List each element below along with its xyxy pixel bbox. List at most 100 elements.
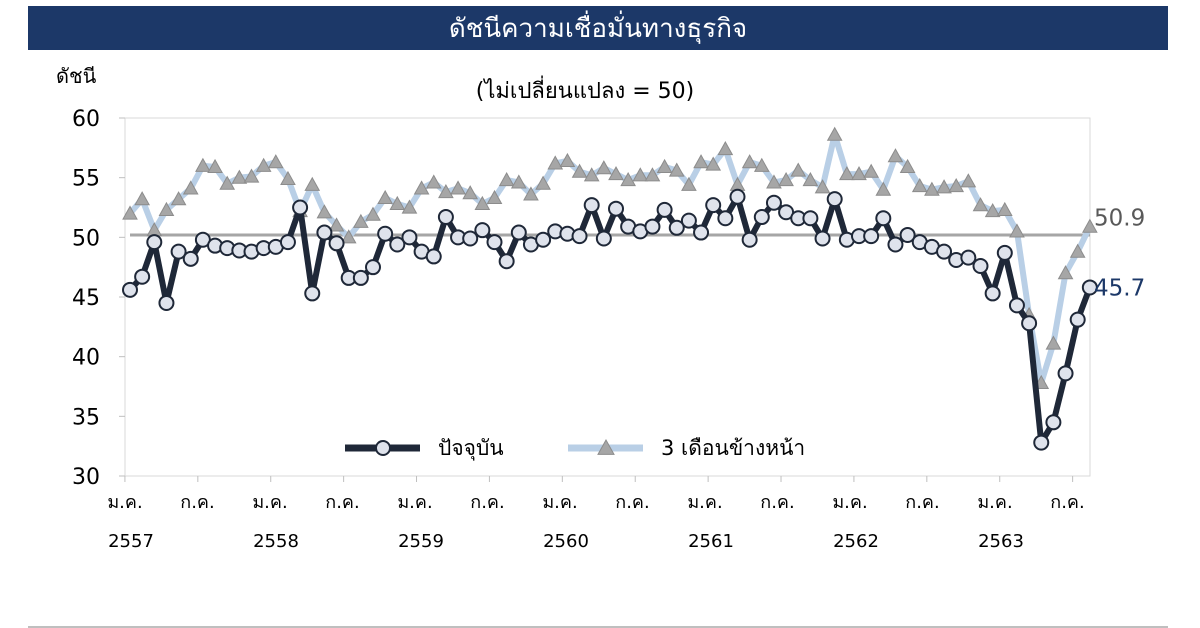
data-point-current (377, 225, 394, 242)
data-point-expectation (596, 160, 612, 175)
data-point-current (352, 269, 369, 286)
data-point-current (1069, 311, 1086, 328)
data-point-expectation (207, 158, 223, 174)
data-point-current (146, 234, 163, 251)
data-point-expectation (717, 140, 734, 156)
data-point-current (802, 210, 819, 227)
data-point-expectation (583, 167, 600, 182)
data-point-expectation (681, 176, 697, 191)
data-point-current (279, 234, 296, 251)
x-tick-label: ก.ค. (180, 492, 214, 513)
data-point-expectation (741, 154, 758, 169)
data-point-expectation (778, 172, 794, 187)
x-tick-label: ม.ค. (107, 492, 142, 513)
data-point-current (814, 230, 831, 247)
x-year-label: 2560 (543, 531, 589, 552)
data-point-expectation (851, 166, 867, 181)
data-point-expectation (401, 199, 418, 214)
x-tick-label: ม.ค. (687, 492, 722, 513)
end-label-current: 45.7 (1094, 275, 1145, 301)
data-point-expectation (328, 217, 345, 232)
data-point-expectation (887, 148, 904, 163)
data-point-expectation (766, 174, 782, 189)
data-point-current (717, 210, 734, 227)
data-point-current (887, 236, 904, 253)
data-point-current (996, 244, 1013, 261)
x-tick-label: ก.ค. (470, 492, 504, 513)
data-point-expectation (425, 174, 442, 189)
x-tick-label: ม.ค. (832, 492, 867, 513)
data-point-expectation (644, 167, 661, 182)
data-point-current (474, 222, 491, 239)
data-point-expectation (559, 152, 576, 168)
data-point-expectation (814, 179, 831, 194)
data-point-current (1008, 297, 1025, 314)
chart-title-bar: ดัชนีความเชื่อมั่นทางธุรกิจ (28, 6, 1168, 50)
bottom-divider (28, 626, 1168, 628)
x-tick-label: ก.ค. (905, 492, 939, 513)
legend-marker-expectation (597, 438, 615, 455)
data-point-current (510, 224, 527, 241)
data-point-current (292, 199, 309, 216)
x-tick-label: ก.ค. (615, 492, 649, 513)
data-point-expectation (498, 172, 515, 187)
y-tick-label: 30 (72, 465, 100, 490)
chart-subtitle: (ไม่เปลี่ยนแปลง = 50) (476, 75, 694, 104)
data-point-current (765, 194, 782, 211)
x-tick-label: ม.ค. (542, 492, 577, 513)
data-point-expectation (267, 154, 284, 169)
data-point-expectation (182, 180, 199, 195)
x-tick-label: ม.ค. (252, 492, 287, 513)
data-point-current (826, 191, 843, 208)
data-point-expectation (1045, 335, 1062, 350)
data-point-current (437, 209, 454, 226)
data-point-expectation (195, 157, 211, 172)
end-label-expectation: 50.9 (1094, 206, 1145, 232)
data-point-current (668, 219, 685, 236)
data-point-current (705, 197, 722, 214)
data-point-expectation (122, 205, 138, 220)
data-point-expectation (924, 181, 940, 196)
data-point-expectation (656, 158, 673, 174)
data-point-current (425, 248, 442, 265)
data-point-current (899, 226, 916, 243)
data-point-expectation (571, 163, 588, 178)
data-point-expectation (790, 162, 807, 177)
data-point-expectation (316, 204, 333, 219)
data-point-expectation (450, 180, 466, 195)
data-point-current (972, 257, 989, 274)
x-year-label: 2562 (833, 531, 879, 552)
x-year-label: 2561 (688, 531, 734, 552)
data-point-expectation (280, 170, 296, 185)
data-point-expectation (936, 179, 952, 194)
data-point-current (608, 200, 624, 217)
data-point-expectation (1057, 265, 1074, 280)
data-point-current (875, 210, 892, 227)
data-point-expectation (802, 172, 819, 187)
data-point-current (571, 228, 588, 245)
y-tick-label: 55 (72, 167, 100, 192)
x-tick-label: ก.ค. (1050, 492, 1084, 513)
data-point-current (316, 224, 333, 241)
data-point-current (158, 294, 175, 311)
data-point-expectation (170, 191, 187, 206)
data-point-current (328, 235, 345, 252)
data-point-expectation (219, 175, 236, 190)
data-point-expectation (863, 163, 879, 178)
y-axis-label: ดัชนี (56, 64, 97, 88)
data-point-expectation (255, 157, 272, 172)
data-point-current (401, 229, 418, 246)
x-tick-label: ม.ค. (977, 492, 1012, 513)
x-year-label: 2563 (978, 531, 1024, 552)
data-point-expectation (753, 157, 770, 172)
data-point-current (693, 224, 710, 241)
data-point-expectation (535, 175, 551, 190)
x-year-label: 2558 (253, 531, 299, 552)
data-point-expectation (948, 177, 965, 193)
data-point-expectation (462, 185, 479, 200)
data-point-current (595, 230, 612, 247)
data-point-expectation (134, 191, 150, 206)
data-point-expectation (826, 126, 843, 141)
data-point-expectation (608, 166, 624, 181)
data-point-expectation (960, 173, 977, 188)
